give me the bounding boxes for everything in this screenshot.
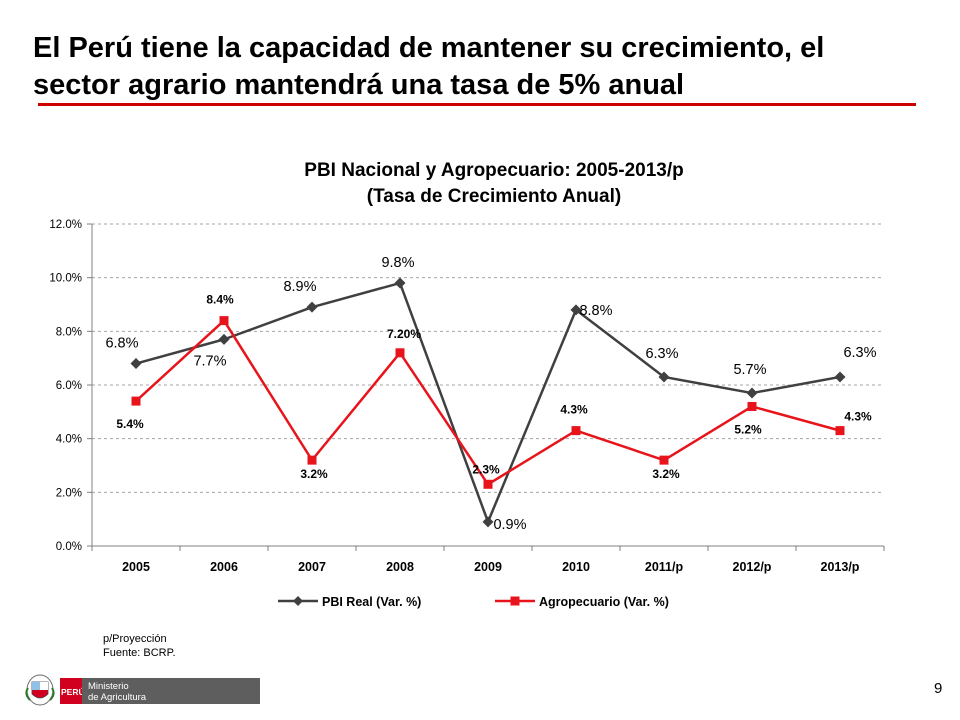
chart-title-block: PBI Nacional y Agropecuario: 2005-2013/p… xyxy=(100,158,888,210)
data-label: 6.8% xyxy=(105,336,138,352)
x-tick-label: 2012/p xyxy=(733,560,772,574)
legend-label: PBI Real (Var. %) xyxy=(322,595,421,609)
data-point-square xyxy=(395,348,405,358)
data-point-square xyxy=(747,401,757,411)
data-point-diamond xyxy=(394,277,406,289)
slide-title: El Perú tiene la capacidad de mantener s… xyxy=(33,30,933,104)
legend-label: Agropecuario (Var. %) xyxy=(539,595,669,609)
data-point-square xyxy=(307,455,317,465)
slide-title-line-2: sector agrario mantendrá una tasa de 5% … xyxy=(33,69,685,101)
legend-marker-diamond xyxy=(293,596,303,606)
data-label: 2.3% xyxy=(472,462,500,476)
data-label: 6.3% xyxy=(843,345,876,361)
coat-of-arms-icon xyxy=(25,674,55,706)
x-tick-label: 2005 xyxy=(122,560,150,574)
data-label: 8.8% xyxy=(579,303,612,319)
logo-line-1: Ministerio xyxy=(88,681,129,692)
data-point-diamond xyxy=(658,371,670,383)
data-label: 3.2% xyxy=(300,467,328,481)
title-underline xyxy=(38,103,916,106)
data-point-diamond xyxy=(218,333,230,345)
x-tick-label: 2008 xyxy=(386,560,414,574)
x-tick-label: 2010 xyxy=(562,560,590,574)
data-point-diamond xyxy=(306,301,318,313)
footnote: p/Proyección Fuente: BCRP. xyxy=(103,632,176,660)
data-label: 7.20% xyxy=(387,327,421,341)
y-tick-label: 2.0% xyxy=(56,487,82,499)
footnote-projection: p/Proyección xyxy=(103,633,167,645)
legend-marker-square xyxy=(510,596,520,606)
data-point-diamond xyxy=(746,387,758,399)
data-label: 5.4% xyxy=(116,417,144,431)
logo-country: PERÚ xyxy=(61,686,85,697)
data-point-diamond xyxy=(570,304,582,316)
x-tick-label: 2011/p xyxy=(645,560,684,574)
series-line xyxy=(135,319,841,486)
logo-line-2: de Agricultura xyxy=(88,692,147,703)
data-label: 5.7% xyxy=(733,362,766,378)
x-tick-label: 2013/p xyxy=(821,560,860,574)
peru-brand-block xyxy=(60,678,82,704)
x-tick-label: 2009 xyxy=(474,560,502,574)
chart-title: PBI Nacional y Agropecuario: 2005-2013/p xyxy=(304,160,684,181)
data-label: 0.9% xyxy=(493,517,526,533)
y-tick-label: 10.0% xyxy=(49,273,82,285)
chart-subtitle: (Tasa de Crecimiento Anual) xyxy=(366,186,622,207)
data-point-diamond xyxy=(482,516,494,528)
data-label: 4.3% xyxy=(560,403,588,417)
data-label: 9.8% xyxy=(381,255,414,271)
slide-title-line-1: El Perú tiene la capacidad de mantener s… xyxy=(33,32,825,64)
data-label: 3.2% xyxy=(652,467,680,481)
data-label: 8.9% xyxy=(283,279,316,295)
data-point-square xyxy=(571,426,581,436)
data-point-square xyxy=(659,455,669,465)
data-point-diamond xyxy=(834,371,846,383)
data-label: 6.3% xyxy=(645,346,678,362)
data-label: 5.2% xyxy=(734,422,762,436)
footnote-source: Fuente: BCRP. xyxy=(103,647,176,659)
y-tick-label: 4.0% xyxy=(56,434,82,446)
y-tick-label: 0.0% xyxy=(56,541,82,553)
ministry-brand-block xyxy=(82,678,260,704)
y-tick-label: 8.0% xyxy=(56,326,82,338)
data-label: 4.3% xyxy=(844,410,872,424)
y-tick-label: 6.0% xyxy=(56,380,82,392)
data-point-square xyxy=(131,396,141,406)
y-tick-label: 12.0% xyxy=(49,219,82,231)
data-point-diamond xyxy=(130,358,142,370)
ministry-logo: PERÚ Ministerio de Agricultura xyxy=(25,674,260,706)
data-label: 8.4% xyxy=(206,293,234,307)
x-tick-label: 2006 xyxy=(210,560,238,574)
x-tick-label: 2007 xyxy=(298,560,326,574)
data-point-square xyxy=(219,316,229,326)
data-point-square xyxy=(483,479,493,489)
data-point-square xyxy=(835,426,845,436)
page-number: 9 xyxy=(934,680,943,697)
data-label: 7.7% xyxy=(193,353,226,369)
